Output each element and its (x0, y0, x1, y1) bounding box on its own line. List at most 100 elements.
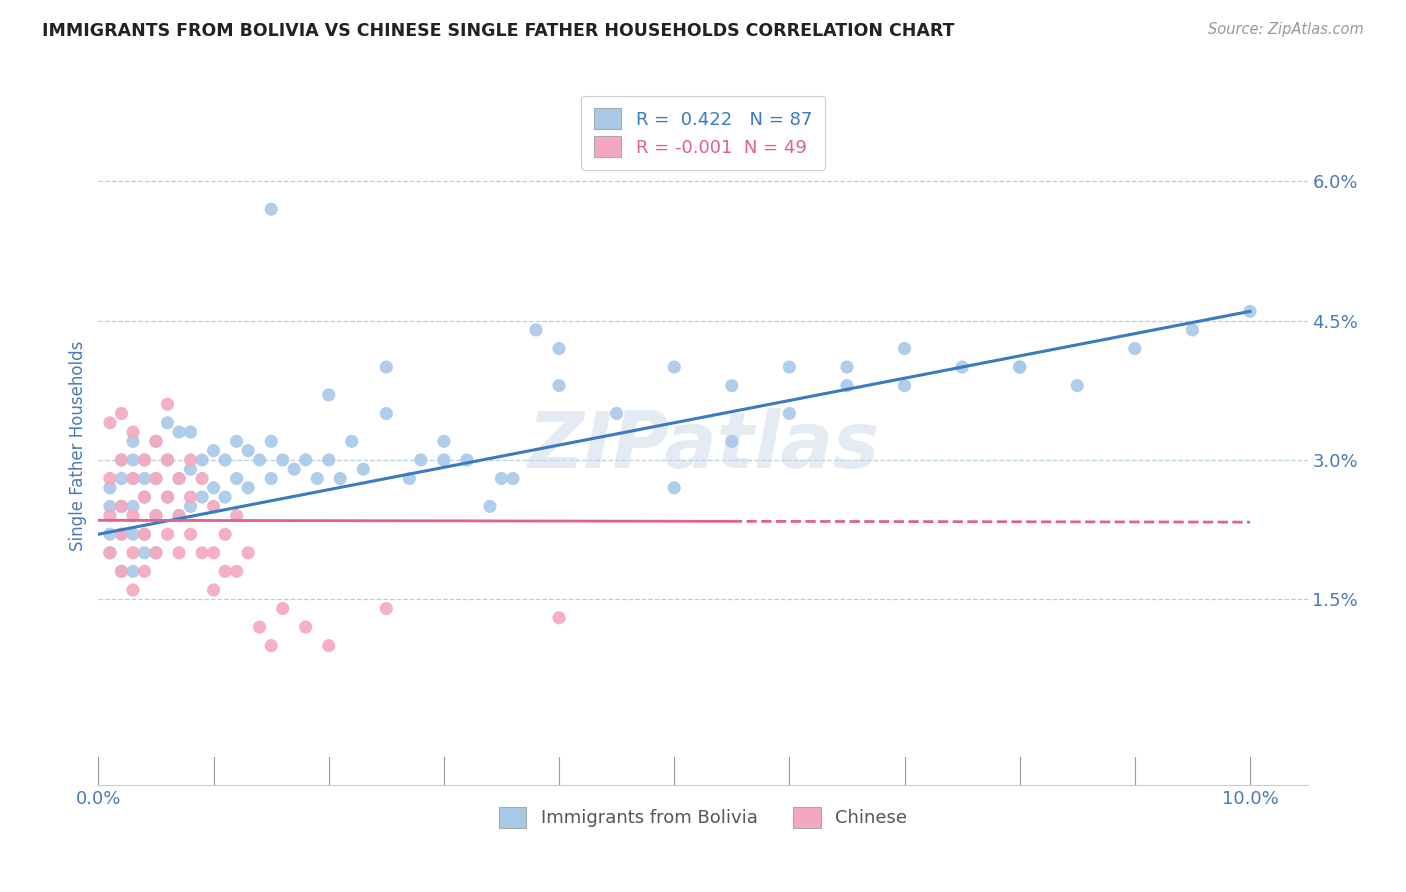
Point (122, 500, 145, 514)
Point (122, 471, 145, 485)
Point (433, 453, 456, 467)
Point (122, 508, 145, 523)
Point (191, 471, 214, 485)
Point (456, 453, 478, 467)
Point (294, 453, 316, 467)
Point (271, 453, 294, 467)
Point (249, 620, 271, 634)
Point (1008, 360, 1031, 375)
Point (122, 471, 145, 485)
Point (122, 425, 145, 439)
Point (893, 342, 915, 356)
Point (156, 490, 179, 504)
Point (214, 565, 236, 579)
Point (167, 546, 190, 560)
Point (260, 202, 283, 217)
Point (294, 620, 316, 634)
Point (236, 443, 259, 458)
Point (1239, 304, 1261, 318)
Point (318, 388, 340, 402)
Point (98, 416, 121, 430)
Point (98, 508, 121, 523)
Point (145, 546, 167, 560)
Point (167, 471, 190, 485)
Point (283, 462, 305, 476)
Point (778, 360, 800, 375)
Point (110, 527, 132, 541)
Point (145, 471, 167, 485)
Point (720, 378, 742, 392)
Point (202, 481, 225, 495)
Point (110, 500, 132, 514)
Point (307, 471, 329, 485)
Point (202, 443, 225, 458)
Point (122, 434, 145, 449)
Point (122, 546, 145, 560)
Point (236, 546, 259, 560)
Point (720, 434, 742, 449)
Point (249, 453, 271, 467)
Point (98, 500, 121, 514)
Point (110, 500, 132, 514)
Point (835, 360, 858, 375)
Point (225, 508, 247, 523)
Point (664, 360, 686, 375)
Point (236, 481, 259, 495)
Point (893, 378, 915, 392)
Point (260, 434, 283, 449)
Point (122, 527, 145, 541)
Point (225, 434, 247, 449)
Point (167, 425, 190, 439)
Point (202, 582, 225, 597)
Point (156, 453, 179, 467)
Point (134, 527, 156, 541)
Point (491, 471, 513, 485)
Legend: Immigrants from Bolivia, Chinese: Immigrants from Bolivia, Chinese (489, 798, 917, 837)
Point (375, 360, 398, 375)
Point (145, 546, 167, 560)
Point (214, 490, 236, 504)
Point (110, 453, 132, 467)
Point (122, 565, 145, 579)
Point (180, 527, 202, 541)
Point (191, 546, 214, 560)
Point (156, 490, 179, 504)
Text: IMMIGRANTS FROM BOLIVIA VS CHINESE SINGLE FATHER HOUSEHOLDS CORRELATION CHART: IMMIGRANTS FROM BOLIVIA VS CHINESE SINGL… (42, 22, 955, 40)
Point (134, 565, 156, 579)
Point (167, 508, 190, 523)
Point (145, 471, 167, 485)
Point (502, 471, 524, 485)
Point (110, 407, 132, 421)
Point (156, 527, 179, 541)
Point (110, 565, 132, 579)
Point (191, 453, 214, 467)
Point (214, 527, 236, 541)
Point (606, 407, 628, 421)
Text: ZIPatlas: ZIPatlas (527, 408, 879, 484)
Point (352, 462, 374, 476)
Point (375, 601, 398, 615)
Point (134, 471, 156, 485)
Point (98, 546, 121, 560)
Point (1066, 378, 1088, 392)
Point (398, 471, 420, 485)
Point (409, 453, 432, 467)
Point (548, 378, 571, 392)
Point (110, 565, 132, 579)
Point (167, 471, 190, 485)
Point (778, 407, 800, 421)
Point (98, 481, 121, 495)
Point (156, 416, 179, 430)
Point (134, 527, 156, 541)
Text: Source: ZipAtlas.com: Source: ZipAtlas.com (1208, 22, 1364, 37)
Point (1181, 323, 1204, 337)
Point (214, 453, 236, 467)
Point (145, 508, 167, 523)
Point (134, 453, 156, 467)
Point (98, 546, 121, 560)
Point (98, 471, 121, 485)
Point (134, 490, 156, 504)
Point (260, 471, 283, 485)
Point (664, 481, 686, 495)
Point (835, 378, 858, 392)
